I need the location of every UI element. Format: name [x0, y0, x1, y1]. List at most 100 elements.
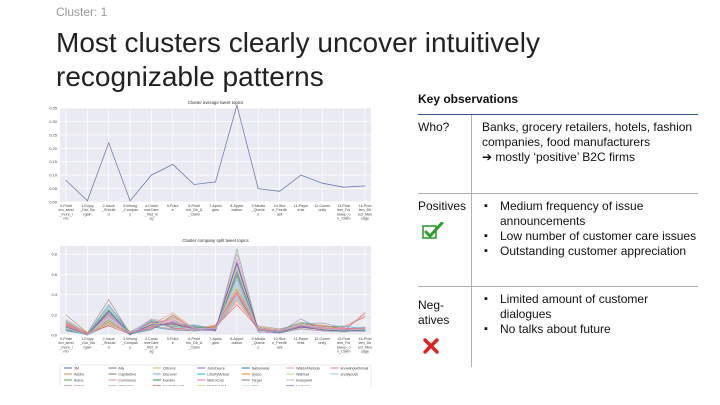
x-tick-line: _Compan — [121, 208, 138, 212]
data-point — [151, 318, 152, 320]
x-tick-line: 13-Prob — [337, 337, 350, 341]
x-tick-line: _first_m — [144, 345, 158, 349]
legend-label: Visa — [252, 385, 259, 387]
legend-label: JohnDeere — [207, 367, 225, 371]
data-point — [87, 333, 88, 335]
legend-label: MetroCorp — [207, 379, 224, 383]
positive-item: Medium frequency of issue announcements — [482, 199, 698, 229]
x-tick-label: 13-Prob lem_Fol lowup_o n_Claim — [337, 337, 351, 354]
data-point — [215, 181, 216, 183]
x-tick-line: merCare — [144, 208, 158, 212]
x-tick-line: 11-Paym — [294, 337, 308, 341]
x-tick-line: 6-Probl — [188, 204, 200, 208]
x-tick-label: 12-Comm unity — [314, 337, 330, 345]
x-tick-line: _Querie — [251, 208, 265, 212]
x-tick-line: 7-Apolo — [209, 337, 222, 341]
x-tick-line: 2-Issue — [103, 337, 115, 341]
data-point — [151, 326, 152, 328]
data-point — [215, 329, 216, 331]
y-tick-label: 0.15 — [49, 159, 58, 164]
x-tick-line: 7-Apolo — [209, 204, 222, 208]
data-point — [108, 309, 109, 310]
data-point — [65, 319, 67, 321]
x-tick-line: ciation — [232, 341, 243, 345]
legend-label: 3M — [74, 367, 79, 371]
data-point — [65, 330, 67, 332]
row-label-who: Who? — [418, 115, 472, 193]
data-point — [364, 329, 366, 331]
data-point — [108, 323, 109, 325]
data-point — [236, 265, 238, 267]
data-point — [65, 322, 67, 324]
x-tick-label: 3-Wrong _Compan y — [121, 337, 138, 349]
data-point — [151, 320, 152, 322]
data-point — [108, 317, 109, 319]
x-tick-line: ents — [297, 208, 304, 212]
data-point — [322, 324, 323, 326]
x-tick-line: 0-Probl — [60, 337, 72, 341]
data-point — [257, 330, 259, 332]
data-point — [108, 308, 109, 309]
data-point — [150, 174, 152, 176]
negative-item: Limited amount of customer dialogues — [482, 292, 698, 322]
data-point — [236, 268, 238, 269]
legend-label: honeywell — [296, 379, 312, 383]
data-point — [279, 332, 280, 334]
data-point — [236, 258, 238, 260]
data-point — [321, 182, 323, 184]
data-point — [257, 188, 259, 190]
data-point — [215, 330, 216, 332]
data-point — [343, 330, 344, 332]
data-point — [236, 299, 238, 300]
x-tick-label: 2-Issue _Should d — [101, 204, 116, 216]
data-point — [108, 315, 109, 317]
x-tick-line: _first_m — [144, 212, 158, 216]
y-tick-label: 0.6 — [51, 272, 57, 277]
legend-label: Domino — [163, 379, 175, 383]
y-tick-label: 0.8 — [51, 252, 57, 257]
data-point — [236, 284, 238, 285]
positive-item: Low number of customer care issues — [482, 229, 698, 244]
data-point — [300, 321, 302, 323]
legend-label: Nationwide — [252, 367, 270, 371]
data-point — [193, 325, 195, 327]
key-observations-panel: Key observations Who? Banks, grocery ret… — [418, 92, 698, 367]
data-point — [236, 289, 238, 290]
data-point — [108, 304, 109, 305]
key-observations-title: Key observations — [418, 92, 519, 106]
legend-label: Adobe — [74, 373, 84, 377]
x-tick-line: 10-Stor — [274, 204, 287, 208]
data-point — [108, 320, 109, 322]
data-point — [193, 327, 195, 329]
who-text: Banks, grocery retailers, hotels, fashio… — [482, 120, 693, 149]
legend-label: WaldorfAstoria — [296, 367, 319, 371]
data-point — [300, 323, 302, 325]
x-tick-line: _more_i — [58, 212, 73, 216]
x-tick-label: 3-Wrong _Compan y — [121, 204, 138, 216]
data-point — [65, 327, 67, 329]
data-point — [322, 322, 323, 324]
data-point — [236, 296, 238, 297]
legend-label: HormelFoods — [163, 385, 185, 387]
x-tick-line: 8-Appre — [230, 337, 243, 341]
data-point — [236, 248, 238, 250]
data-point — [236, 272, 238, 273]
data-point — [343, 328, 344, 330]
x-tick-line: s — [257, 212, 259, 216]
legend-box — [59, 364, 372, 386]
x-tick-line: _Claim — [187, 212, 199, 216]
x-tick-label: 4-Custo merCare _first_m sg — [144, 337, 159, 354]
x-tick-label: 5-Futur e — [167, 337, 180, 345]
x-tick-label: 13-Prob lem_Fol lowup_o n_Claim — [337, 204, 351, 221]
x-tick-line: 10-Stor — [274, 337, 287, 341]
data-point — [172, 326, 174, 328]
x-tick-line: _more_i — [58, 345, 73, 349]
data-point — [172, 318, 174, 320]
x-tick-line: 9-Media — [252, 204, 266, 208]
x-tick-label: 7-Apolo gies — [209, 204, 222, 212]
y-tick-label: 0.4 — [51, 292, 57, 297]
data-point — [65, 314, 67, 316]
x-tick-label: 10-Stor e_Feedb ack — [272, 337, 287, 349]
data-point — [151, 319, 152, 321]
data-point — [343, 327, 344, 329]
